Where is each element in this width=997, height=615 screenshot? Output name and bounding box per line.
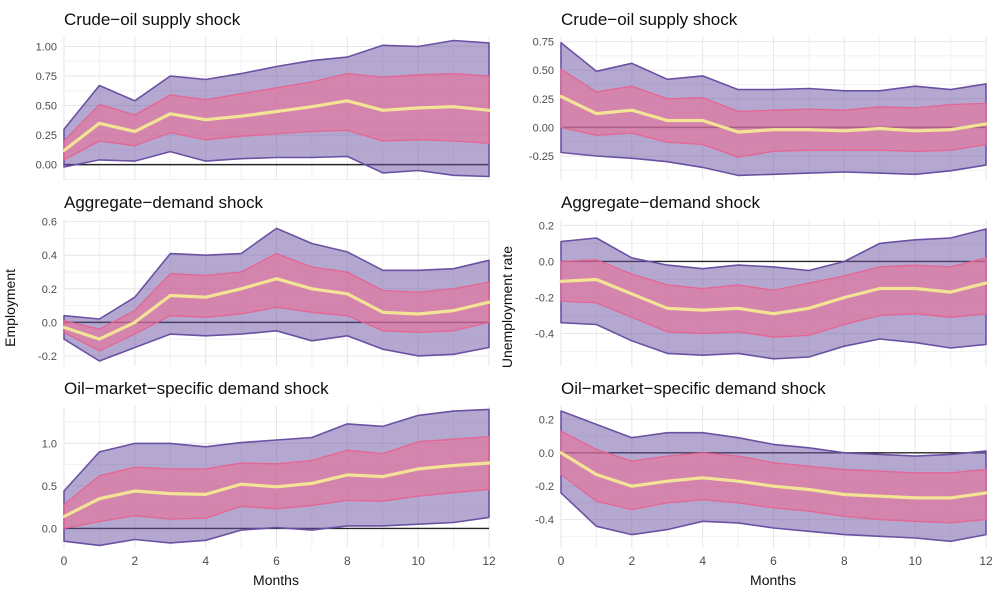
panel-title-oil-market-specific-unemployment: Oil−market−specific demand shock xyxy=(561,379,826,398)
y-tick-label: 0.00 xyxy=(36,160,57,172)
panel-title-crude-oil-supply-unemployment: Crude−oil supply shock xyxy=(561,10,738,29)
y-tick-label: 0.2 xyxy=(539,220,554,232)
y-tick-label: 0.50 xyxy=(36,101,57,113)
y-tick-label: 0.0 xyxy=(539,256,554,268)
y-tick-label: 0.75 xyxy=(36,71,57,83)
y-tick-label: 0.25 xyxy=(533,94,554,106)
panel-title-oil-market-specific-employment: Oil−market−specific demand shock xyxy=(64,379,329,398)
median-line xyxy=(559,94,988,134)
y-tick-label: -0.2 xyxy=(535,481,554,493)
y-tick-label: 1.00 xyxy=(36,41,57,53)
x-tick-label: 4 xyxy=(699,554,706,568)
x-axis-title-months-left: Months xyxy=(253,572,299,588)
inner-band xyxy=(63,252,490,352)
employment-column: Employment Crude−oil supply shock 0.00 0.… xyxy=(0,0,497,615)
x-tick-label: 0 xyxy=(558,554,565,568)
x-axis-title-months-right: Months xyxy=(750,572,796,588)
x-tick-label: 10 xyxy=(909,554,923,568)
panel-oil-market-specific-demand-shock-employment: 0.0 0.5 1.0 xyxy=(42,406,491,548)
panel-aggregate-demand-shock-unemployment: -0.4 -0.2 0.0 0.2 xyxy=(535,220,988,366)
x-tick-label: 2 xyxy=(131,554,138,568)
y-tick-label: 0.4 xyxy=(42,250,57,262)
x-axis-employment: 0 2 4 6 8 10 12 xyxy=(61,554,496,568)
x-tick-label: 8 xyxy=(344,554,351,568)
median-line xyxy=(559,277,988,316)
y-tick-label: -0.4 xyxy=(535,515,554,527)
unemployment-axis-title-strip: Unemployment rate xyxy=(497,0,517,615)
y-tick-label: -0.2 xyxy=(38,351,57,363)
x-tick-label: 12 xyxy=(979,554,993,568)
unemployment-column: Unemployment rate Crude−oil supply shock… xyxy=(497,0,997,615)
panel-title-crude-oil-supply-employment: Crude−oil supply shock xyxy=(64,10,241,29)
y-tick-label: -0.2 xyxy=(535,293,554,305)
y-tick-label: 0.0 xyxy=(42,523,57,535)
x-tick-label: 6 xyxy=(770,554,777,568)
median-line xyxy=(559,451,988,500)
median-line xyxy=(62,99,491,153)
y-axis-title-unemployment-rate: Unemployment rate xyxy=(499,246,515,369)
y-axis-title-employment: Employment xyxy=(2,268,18,347)
y-tick-label: -0.4 xyxy=(535,329,554,341)
inner-band xyxy=(560,430,987,524)
x-axis-unemployment: 0 2 4 6 8 10 12 xyxy=(558,554,993,568)
employment-axis-title-strip: Employment xyxy=(0,0,20,615)
median-line xyxy=(62,461,491,519)
y-tick-label: 0.25 xyxy=(36,130,57,142)
inner-band xyxy=(63,72,490,161)
y-tick-label: 0.50 xyxy=(533,65,554,77)
y-tick-label: 0.0 xyxy=(42,317,57,329)
inner-band xyxy=(560,68,987,158)
y-tick-label: 0.00 xyxy=(533,122,554,134)
y-tick-label: 0.5 xyxy=(42,481,57,493)
y-tick-label: 1.0 xyxy=(42,438,57,450)
x-tick-label: 0 xyxy=(61,554,68,568)
x-tick-label: 12 xyxy=(482,554,496,568)
x-tick-label: 10 xyxy=(412,554,426,568)
panel-oil-market-specific-demand-shock-unemployment: -0.4 -0.2 0.0 0.2 xyxy=(535,406,988,548)
x-tick-label: 2 xyxy=(628,554,635,568)
y-tick-label: 0.75 xyxy=(533,37,554,49)
inner-band xyxy=(560,257,987,338)
panel-title-aggregate-demand-employment: Aggregate−demand shock xyxy=(64,193,263,212)
y-tick-label: -0.25 xyxy=(529,151,554,163)
inner-band xyxy=(63,435,490,530)
y-tick-label: 0.0 xyxy=(539,448,554,460)
panel-crude-oil-supply-shock-employment: 0.00 0.25 0.50 0.75 1.00 xyxy=(36,37,491,180)
x-tick-label: 6 xyxy=(273,554,280,568)
panel-aggregate-demand-shock-employment: -0.2 0.0 0.2 0.4 0.6 xyxy=(38,217,491,366)
y-tick-label: 0.2 xyxy=(42,284,57,296)
x-tick-label: 8 xyxy=(841,554,848,568)
x-tick-label: 4 xyxy=(202,554,209,568)
panel-title-aggregate-demand-unemployment: Aggregate−demand shock xyxy=(561,193,760,212)
median-line xyxy=(62,277,491,341)
y-tick-label: 0.2 xyxy=(539,414,554,426)
panel-crude-oil-supply-shock-unemployment: -0.25 0.00 0.25 0.50 0.75 xyxy=(529,37,988,180)
y-tick-label: 0.6 xyxy=(42,217,57,229)
